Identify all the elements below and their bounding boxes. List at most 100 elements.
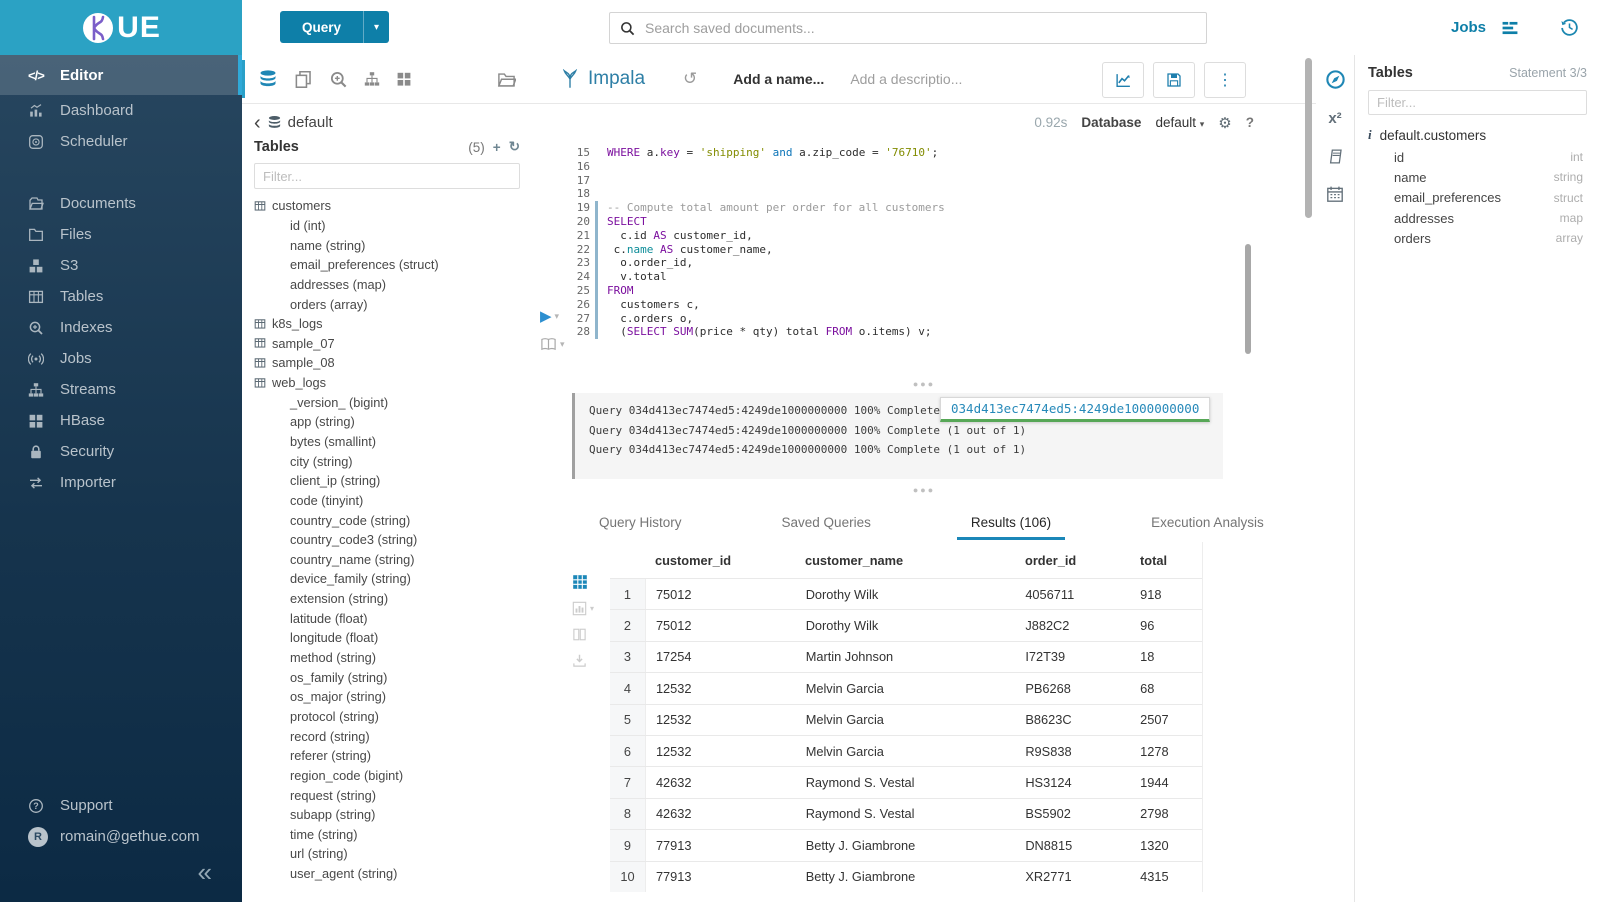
column-entry[interactable]: addresses map: [1368, 208, 1587, 228]
column-header[interactable]: total: [1140, 552, 1168, 568]
code-line[interactable]: 20 SELECT: [568, 214, 1236, 229]
code-line[interactable]: 22 c.name AS customer_name,: [568, 242, 1236, 257]
solr-assist-icon[interactable]: [329, 70, 348, 89]
query-description-field[interactable]: Add a descriptio...: [850, 71, 963, 87]
history-icon[interactable]: [1560, 18, 1579, 37]
tree-item[interactable]: code (tinyint): [242, 491, 532, 511]
sidebar-item[interactable]: Importer: [0, 467, 242, 498]
tree-item[interactable]: sample_07: [242, 333, 532, 353]
run-query-button[interactable]: ▶ ▾: [540, 308, 560, 325]
column-entry[interactable]: orders array: [1368, 228, 1587, 248]
tree-item[interactable]: sample_08: [242, 353, 532, 373]
result-tab[interactable]: Saved Queries: [781, 515, 871, 530]
code-line[interactable]: 21 c.id AS customer_id,: [568, 228, 1236, 243]
sidebar-item[interactable]: </> Editor: [0, 55, 242, 95]
table-row[interactable]: 4 12532 Melvin Garcia PB6268 68: [610, 672, 1202, 704]
tree-item[interactable]: time (string): [242, 825, 532, 845]
table-row[interactable]: 7 42632 Raymond S. Vestal HS3124 1944: [610, 766, 1202, 798]
table-row[interactable]: 3 17254 Martin Johnson I72T39 18: [610, 640, 1202, 673]
tree-item[interactable]: region_code (bigint): [242, 766, 532, 786]
sidebar-item[interactable]: Tables: [0, 281, 242, 312]
sidebar-item[interactable]: Documents: [0, 188, 242, 219]
engine-selector[interactable]: Impala: [560, 68, 645, 90]
sidebar-item[interactable]: Jobs: [0, 343, 242, 374]
tree-item[interactable]: subapp (string): [242, 805, 532, 825]
column-header[interactable]: customer_id: [655, 552, 732, 568]
new-query-button[interactable]: Query ▾: [280, 11, 390, 43]
table-row[interactable]: 8 42632 Raymond S. Vestal BS5902 2798: [610, 797, 1202, 830]
settings-gear-icon[interactable]: ⚙: [1218, 114, 1232, 132]
tree-item[interactable]: country_name (string): [242, 550, 532, 570]
table-row[interactable]: 1 75012 Dorothy Wilk 4056711 918: [610, 578, 1202, 610]
refresh-tables-icon[interactable]: ↻: [508, 139, 520, 154]
table-row[interactable]: 9 77913 Betty J. Giambrone DN8815 1320: [610, 829, 1202, 861]
result-tab[interactable]: Results (106): [956, 509, 1066, 540]
tree-item[interactable]: customers: [242, 196, 532, 216]
search-input[interactable]: [643, 19, 1206, 37]
tree-item[interactable]: name (string): [242, 235, 532, 255]
column-header[interactable]: order_id: [1025, 552, 1077, 568]
tree-item[interactable]: user_agent (string): [242, 864, 532, 884]
support-link[interactable]: ? Support: [0, 790, 242, 821]
code-line[interactable]: 25 FROM: [568, 283, 1236, 298]
tree-item[interactable]: record (string): [242, 726, 532, 746]
column-entry[interactable]: id int: [1368, 147, 1587, 167]
tree-item[interactable]: method (string): [242, 648, 532, 668]
code-line[interactable]: 17: [568, 174, 1236, 188]
editor-scrollbar[interactable]: [1245, 244, 1251, 354]
tree-item[interactable]: url (string): [242, 844, 532, 864]
tree-item[interactable]: addresses (map): [242, 275, 532, 295]
database-breadcrumb[interactable]: default: [287, 114, 333, 131]
table-row[interactable]: 10 77913 Betty J. Giambrone XR2771 4315: [610, 860, 1202, 892]
add-table-icon[interactable]: +: [492, 139, 501, 155]
sidebar-item[interactable]: Files: [0, 219, 242, 250]
sidebar-item[interactable]: [0, 157, 242, 188]
code-line[interactable]: 18: [568, 187, 1236, 201]
sidebar-item[interactable]: Scheduler: [0, 126, 242, 157]
collapse-sidebar-icon[interactable]: «: [197, 856, 212, 887]
table-row[interactable]: 6 12532 Melvin Garcia R9S838 1278: [610, 734, 1202, 767]
global-search[interactable]: [609, 12, 1207, 44]
tree-item[interactable]: country_code3 (string): [242, 530, 532, 550]
tree-item[interactable]: os_major (string): [242, 687, 532, 707]
tree-item[interactable]: longitude (float): [242, 628, 532, 648]
tables-filter-input[interactable]: [254, 163, 520, 189]
back-chevron-icon[interactable]: ‹: [254, 111, 261, 134]
jobs-list-icon[interactable]: [1500, 19, 1520, 37]
tree-item[interactable]: orders (array): [242, 294, 532, 314]
tree-item[interactable]: _version_ (bigint): [242, 392, 532, 412]
tree-item[interactable]: extension (string): [242, 589, 532, 609]
table-row[interactable]: 2 75012 Dorothy Wilk J882C2 96: [610, 609, 1202, 641]
user-account[interactable]: R romain@gethue.com: [0, 821, 242, 852]
column-entry[interactable]: email_preferences struct: [1368, 188, 1587, 208]
tree-item[interactable]: bytes (smallint): [242, 432, 532, 452]
info-icon[interactable]: i: [1368, 127, 1372, 142]
panel-scrollbar[interactable]: [1305, 58, 1312, 218]
sidebar-item[interactable]: Streams: [0, 374, 242, 405]
query-name-field[interactable]: Add a name...: [733, 71, 825, 87]
code-line[interactable]: 19 -- Compute total amount per order for…: [568, 201, 1236, 215]
storage-assist-icon[interactable]: [497, 70, 516, 89]
hue-logo[interactable]: UE: [0, 0, 242, 55]
query-dropdown-caret[interactable]: ▾: [363, 11, 389, 43]
help-icon[interactable]: ?: [1245, 115, 1254, 130]
resize-handle[interactable]: ●●●: [912, 379, 936, 389]
code-line[interactable]: 28 (SELECT SUM(price * qty) total FROM o…: [568, 325, 1236, 340]
right-rail-icon[interactable]: [1325, 69, 1346, 90]
tree-item[interactable]: request (string): [242, 785, 532, 805]
tree-item[interactable]: client_ip (string): [242, 471, 532, 491]
result-tab[interactable]: Query History: [599, 515, 682, 530]
code-line[interactable]: 23 o.order_id,: [568, 256, 1236, 271]
right-rail-icon[interactable]: [1326, 185, 1344, 203]
right-rail-icon[interactable]: [1327, 148, 1344, 165]
sql-code-editor[interactable]: ▶ ▾ ▾ 15 WHERE a.key = 'shipping' and a.…: [532, 141, 1316, 361]
tree-item[interactable]: web_logs: [242, 373, 532, 393]
run-options-caret[interactable]: ▾: [554, 310, 560, 321]
query-id-tooltip[interactable]: 034d413ec7474ed5:4249de1000000000: [940, 397, 1211, 422]
sql-assist-icon[interactable]: [258, 69, 278, 89]
sidebar-item[interactable]: S3: [0, 250, 242, 281]
resize-handle[interactable]: ●●●: [912, 485, 936, 495]
hbase-assist-icon[interactable]: [396, 71, 412, 87]
tree-item[interactable]: app (string): [242, 412, 532, 432]
sidebar-item[interactable]: Indexes: [0, 312, 242, 343]
